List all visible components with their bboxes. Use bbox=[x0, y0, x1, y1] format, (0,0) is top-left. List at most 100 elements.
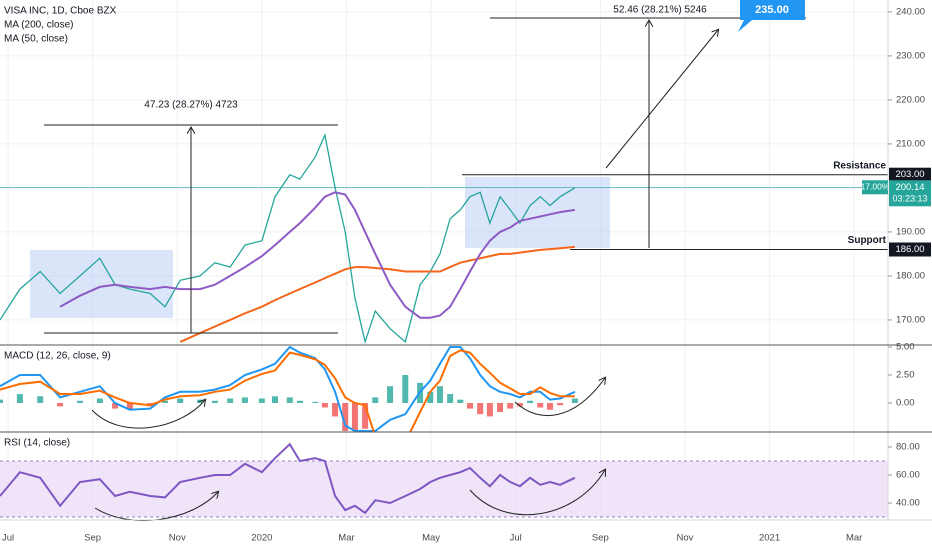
measure-label: 52.46 (28.21%) 5246 bbox=[613, 5, 707, 16]
histogram-bar bbox=[402, 375, 409, 403]
level-label: 186.00 bbox=[895, 244, 924, 255]
histogram-bar bbox=[507, 403, 514, 409]
curve-arrow bbox=[91, 400, 205, 429]
histogram-bar bbox=[227, 398, 234, 403]
y-tick-label: 5.00 bbox=[896, 342, 915, 353]
legend-entry: MA (200, close) bbox=[4, 20, 73, 31]
histogram-bar bbox=[546, 403, 553, 410]
x-tick-label: Nov bbox=[676, 533, 693, 544]
histogram-bar bbox=[126, 403, 133, 410]
histogram-bar bbox=[457, 399, 464, 403]
histogram-bar bbox=[76, 400, 83, 403]
histogram-bar bbox=[342, 403, 349, 431]
histogram-bar bbox=[351, 403, 358, 431]
legend-title: RSI (14, close) bbox=[4, 438, 70, 449]
y-tick-label: 170.00 bbox=[896, 314, 925, 325]
price-label: 200.14 bbox=[895, 182, 924, 193]
histogram-bar bbox=[372, 397, 379, 403]
histogram-bar bbox=[387, 386, 394, 403]
x-tick-label: Sep bbox=[84, 533, 101, 544]
x-tick-label: Mar bbox=[338, 533, 354, 544]
change-label: 17.00% bbox=[861, 182, 890, 192]
panel bbox=[0, 345, 578, 432]
panel bbox=[0, 442, 888, 518]
histogram-bar bbox=[96, 398, 103, 403]
change-tag bbox=[862, 180, 888, 195]
y-tick-label: 210.00 bbox=[896, 138, 925, 149]
histogram-bar bbox=[57, 403, 64, 407]
histogram-bar bbox=[447, 394, 454, 403]
histogram-bar bbox=[527, 400, 534, 403]
series-line bbox=[59, 191, 576, 319]
histogram-bar bbox=[516, 403, 523, 407]
price-tag bbox=[889, 180, 931, 207]
legend-entry: MA (50, close) bbox=[4, 34, 68, 45]
histogram-bar bbox=[312, 401, 319, 403]
histogram-bar bbox=[112, 403, 119, 409]
measure-label: 47.23 (28.27%) 4723 bbox=[144, 100, 238, 111]
histogram-bar bbox=[296, 400, 303, 403]
histogram-bar bbox=[16, 394, 23, 403]
histogram-bar bbox=[271, 396, 278, 403]
x-tick-label: 2021 bbox=[759, 533, 780, 544]
countdown: 03:23:13 bbox=[892, 194, 927, 204]
histogram-bar bbox=[0, 399, 3, 403]
histogram-bar bbox=[427, 391, 434, 403]
y-tick-label: 0.00 bbox=[896, 398, 915, 409]
curve-arrow bbox=[514, 378, 605, 417]
level-name: Resistance bbox=[833, 160, 886, 171]
y-tick-label: 180.00 bbox=[896, 270, 925, 281]
histogram-bar bbox=[362, 403, 369, 429]
level-label: 203.00 bbox=[895, 169, 924, 180]
x-tick-label: May bbox=[422, 533, 440, 544]
level-tag bbox=[889, 167, 931, 182]
histogram-bar bbox=[557, 403, 564, 406]
series-line bbox=[0, 345, 576, 432]
x-tick-label: Sep bbox=[592, 533, 609, 544]
histogram-bar bbox=[436, 386, 443, 403]
legend-title: VISA INC, 1D, Cboe BZX bbox=[4, 6, 117, 17]
series-line bbox=[0, 132, 576, 345]
histogram-bar bbox=[258, 398, 265, 403]
legend-title: MACD (12, 26, close, 9) bbox=[4, 351, 111, 362]
level-name: Support bbox=[848, 235, 887, 246]
y-tick-label: 2.50 bbox=[896, 370, 915, 381]
series-line bbox=[0, 442, 576, 515]
histogram-bar bbox=[161, 400, 168, 403]
histogram-bar bbox=[537, 403, 544, 408]
projection-arrow bbox=[605, 30, 718, 169]
x-tick-label: Nov bbox=[169, 533, 186, 544]
histogram-bar bbox=[37, 396, 44, 403]
histogram-bar bbox=[241, 397, 248, 403]
series-line bbox=[0, 349, 575, 432]
histogram-bar bbox=[177, 398, 184, 403]
y-tick-label: 240.00 bbox=[896, 6, 925, 17]
x-tick-label: Jul bbox=[2, 533, 14, 544]
y-tick-label: 230.00 bbox=[896, 50, 925, 61]
y-tick-label: 60.00 bbox=[896, 470, 920, 481]
curve-arrow bbox=[469, 470, 605, 516]
histogram-bar bbox=[497, 403, 504, 412]
histogram-bar bbox=[467, 403, 474, 409]
histogram-bar bbox=[571, 398, 578, 403]
histogram-bar bbox=[286, 397, 293, 403]
histogram-bar bbox=[477, 403, 484, 415]
histogram-bar bbox=[332, 403, 339, 417]
level-tag bbox=[889, 242, 931, 257]
y-tick-label: 40.00 bbox=[896, 498, 920, 509]
target-label: 235.00 bbox=[755, 4, 789, 16]
y-tick-label: 190.00 bbox=[896, 226, 925, 237]
histogram-bar bbox=[321, 403, 328, 408]
panel bbox=[0, 132, 576, 345]
rsi-band bbox=[0, 461, 888, 518]
x-tick-label: 2020 bbox=[251, 533, 272, 544]
right-axis bbox=[888, 0, 932, 550]
x-tick-label: Mar bbox=[846, 533, 862, 544]
histogram-bar bbox=[211, 400, 218, 403]
range-box bbox=[465, 177, 610, 248]
series-line bbox=[179, 245, 575, 343]
y-tick-label: 80.00 bbox=[896, 442, 920, 453]
x-tick-label: Jul bbox=[510, 533, 522, 544]
target-callout bbox=[738, 0, 805, 32]
